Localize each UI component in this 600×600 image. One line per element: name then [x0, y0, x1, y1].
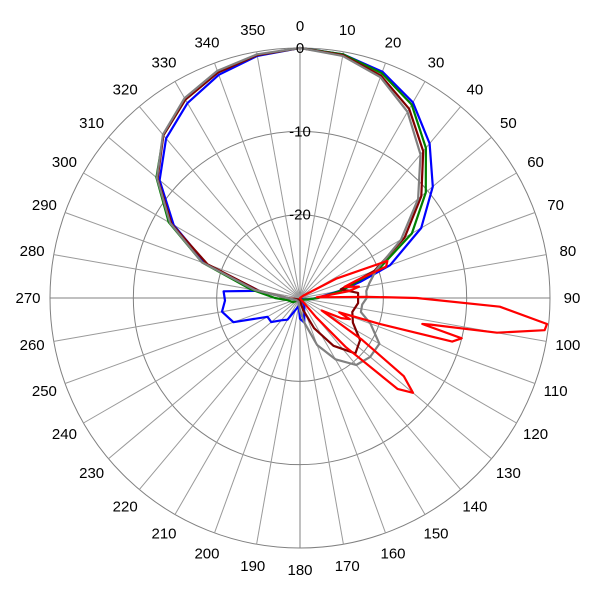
angle-tick-labels: 0 10 20 30 40 50 60 70 80 90 100 110 120 130 140 150 160… — [15, 18, 580, 579]
angle-tick-label: 280 — [20, 243, 45, 260]
angle-tick-label: 200 — [194, 546, 219, 563]
angle-tick-label: 350 — [240, 22, 265, 39]
radial-tick-label: -20 — [289, 207, 311, 224]
angle-tick-label: 290 — [32, 197, 57, 214]
radial-tick-label: 0 — [296, 40, 304, 57]
angle-tick-label: 30 — [428, 54, 445, 71]
angle-tick-label: 210 — [151, 526, 176, 543]
grid-spoke — [256, 297, 301, 545]
angle-tick-label: 20 — [385, 34, 402, 51]
angle-tick-label: 40 — [466, 82, 483, 99]
angle-tick-label: 330 — [151, 54, 176, 71]
radial-tick-labels: 0 -10 -20 — [289, 40, 311, 224]
angle-tick-label: 180 — [287, 562, 312, 579]
grid-spoke — [299, 51, 344, 299]
grid-spoke — [299, 297, 547, 342]
grid-spoke — [83, 297, 301, 424]
grid-spoke — [299, 136, 492, 299]
grid-spoke — [299, 297, 344, 545]
grid-spoke — [299, 212, 536, 299]
angle-tick-label: 10 — [339, 22, 356, 39]
grid-spoke — [64, 212, 301, 299]
angle-tick-label: 250 — [32, 383, 57, 400]
angle-tick-label: 220 — [113, 498, 138, 515]
grid-spoke — [174, 297, 301, 515]
grid-spoke — [83, 172, 301, 299]
grid-spoke — [214, 62, 301, 299]
angle-tick-label: 260 — [20, 337, 45, 354]
angle-tick-label: 310 — [79, 115, 104, 132]
grid-spoke — [299, 172, 517, 299]
angle-tick-label: 110 — [544, 383, 568, 400]
series-line-5 — [298, 259, 549, 394]
series-line-4 — [155, 46, 422, 367]
angle-tick-label: 300 — [52, 154, 77, 171]
angle-tick-label: 190 — [240, 558, 265, 575]
angle-tick-label: 240 — [52, 426, 77, 443]
angle-tick-label: 100 — [555, 337, 580, 354]
grid-spoke — [299, 81, 426, 299]
grid-spoke — [214, 297, 301, 534]
angle-tick-label: 50 — [500, 115, 517, 132]
polar-grid — [49, 47, 551, 549]
series-line-1 — [158, 46, 434, 324]
angle-tick-label: 70 — [547, 197, 564, 214]
grid-spoke — [138, 297, 301, 490]
angle-tick-label: 120 — [523, 426, 548, 443]
grid-spoke — [108, 136, 301, 299]
angle-tick-label: 270 — [15, 290, 40, 307]
grid-spoke — [174, 81, 301, 299]
angle-tick-label: 150 — [423, 526, 448, 543]
grid-spoke — [108, 297, 301, 460]
radial-tick-label: -10 — [289, 123, 311, 140]
grid-spoke — [64, 297, 301, 384]
grid-spoke — [299, 106, 462, 299]
grid-spoke — [299, 297, 517, 424]
angle-tick-label: 340 — [194, 34, 219, 51]
angle-tick-label: 170 — [335, 558, 360, 575]
angle-tick-label: 130 — [496, 465, 521, 482]
angle-tick-label: 60 — [527, 154, 544, 171]
angle-tick-label: 230 — [79, 465, 104, 482]
angle-tick-label: 140 — [462, 498, 487, 515]
angle-tick-label: 90 — [564, 290, 581, 307]
grid-spoke — [299, 297, 492, 460]
grid-spoke — [256, 51, 301, 299]
grid-spoke — [53, 297, 301, 342]
series-group — [155, 46, 549, 394]
grid-spoke — [299, 297, 462, 490]
angle-tick-label: 320 — [113, 82, 138, 99]
angle-tick-label: 80 — [560, 243, 577, 260]
angle-tick-label: 0 — [296, 18, 304, 35]
angle-tick-label: 160 — [381, 546, 406, 563]
grid-spoke — [299, 297, 386, 534]
grid-spoke — [299, 62, 386, 299]
